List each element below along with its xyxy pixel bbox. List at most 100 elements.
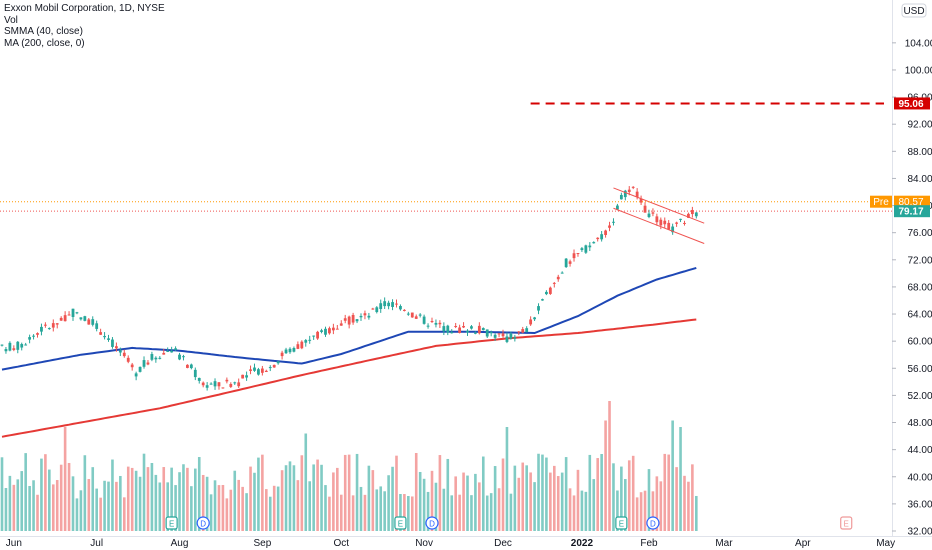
target-badge-bg xyxy=(894,97,930,110)
y-tick-label: 52.00 xyxy=(907,391,932,402)
volume-bar xyxy=(687,481,690,531)
volume-bar xyxy=(481,456,485,531)
candle-body xyxy=(47,328,51,330)
candle-body xyxy=(51,323,55,328)
volume-bar xyxy=(12,484,16,531)
candle-body xyxy=(71,308,75,317)
candle-body xyxy=(659,219,663,226)
candle-body xyxy=(663,220,667,225)
candle-body xyxy=(296,344,300,349)
volume-bar xyxy=(170,467,173,531)
volume-bar xyxy=(190,486,193,531)
earnings-icon xyxy=(840,516,853,530)
volume-bar xyxy=(79,490,83,531)
volume-bar xyxy=(363,494,367,531)
volume-bar xyxy=(403,494,406,531)
candle-body xyxy=(568,261,572,264)
volume-bar xyxy=(158,482,162,531)
volume-bar xyxy=(359,486,363,531)
volume-bar xyxy=(458,494,461,531)
x-tick-label: Sep xyxy=(253,538,271,549)
volume-bar xyxy=(280,470,284,531)
candle-body xyxy=(312,335,316,337)
candle-body xyxy=(509,333,513,339)
volume-bar xyxy=(600,454,603,531)
candle-body xyxy=(671,226,675,233)
volume-bar xyxy=(584,491,588,531)
candle-body xyxy=(316,331,319,339)
currency-button[interactable]: USD xyxy=(901,3,927,18)
event-letter: D xyxy=(650,520,656,529)
channel-upper-line xyxy=(613,187,705,224)
volume-bar xyxy=(592,479,596,531)
volume-bar xyxy=(438,455,442,531)
candle-body xyxy=(406,313,410,315)
earnings-marker[interactable]: E xyxy=(165,516,178,530)
candle-body xyxy=(130,364,134,368)
volume-bar xyxy=(272,485,276,531)
volume-bar xyxy=(347,454,351,531)
candle-body xyxy=(229,384,233,387)
candle-body xyxy=(474,332,477,334)
candle-body xyxy=(292,347,296,352)
dividend-marker[interactable]: D xyxy=(425,516,439,530)
dividend-marker[interactable]: D xyxy=(196,516,210,530)
volume-bar xyxy=(44,454,47,531)
y-tick-label: 40.00 xyxy=(907,472,932,483)
candle-body xyxy=(458,327,462,334)
earnings-marker[interactable]: E xyxy=(394,516,407,530)
volume-bar xyxy=(142,453,146,531)
candle-body xyxy=(576,253,580,255)
candle-body xyxy=(87,319,91,325)
event-letter: E xyxy=(619,520,624,529)
candle-body xyxy=(300,341,304,349)
volume-bar xyxy=(616,490,619,531)
volume-bar xyxy=(166,482,169,531)
volume-bar xyxy=(631,455,635,531)
volume-bar xyxy=(257,457,260,531)
volume-bar xyxy=(261,454,264,531)
candle-body xyxy=(36,333,39,335)
volume-bar xyxy=(40,458,43,531)
candle-body xyxy=(32,335,35,337)
volume-bar xyxy=(655,476,659,531)
candle-body xyxy=(189,364,193,369)
volume-bar xyxy=(647,469,651,531)
candle-body xyxy=(170,350,174,353)
candle-body xyxy=(162,352,166,355)
volume-bar xyxy=(493,466,497,531)
volume-bar xyxy=(635,497,639,531)
drawings xyxy=(0,102,892,244)
volume-bar xyxy=(0,457,4,531)
earnings-marker[interactable]: E xyxy=(840,516,853,530)
volume-bar xyxy=(122,497,126,531)
volume-bar xyxy=(83,455,87,531)
candle-body xyxy=(134,373,138,377)
x-tick-label: Nov xyxy=(415,538,433,549)
volume-bar xyxy=(651,491,655,531)
pre-badge-bg xyxy=(894,195,930,208)
candle-body xyxy=(466,330,469,333)
candle-body xyxy=(690,209,694,215)
volume-bar xyxy=(150,462,154,531)
candle-body xyxy=(497,333,501,335)
volume-bar xyxy=(446,458,450,531)
volume-bar xyxy=(462,472,465,531)
volume-bar xyxy=(407,496,410,531)
volume-bar xyxy=(375,489,379,531)
dividend-marker[interactable]: D xyxy=(646,516,660,530)
candle-body xyxy=(154,357,158,360)
candle-body xyxy=(600,234,604,240)
volume-bar xyxy=(288,461,292,531)
volume-bar xyxy=(221,484,225,531)
candle-body xyxy=(205,385,209,388)
candle-body xyxy=(604,230,607,236)
volume-bar xyxy=(233,470,237,531)
channel-lower-line xyxy=(613,207,705,244)
volume-bar xyxy=(95,488,98,531)
earnings-marker[interactable]: E xyxy=(615,516,628,530)
candle-body xyxy=(276,361,280,364)
